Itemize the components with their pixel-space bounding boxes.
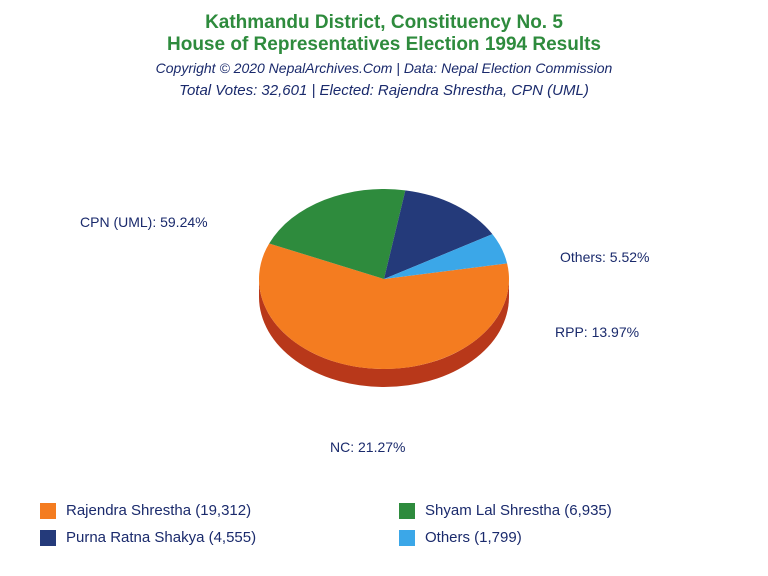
legend-label: Others (1,799) [425,529,522,546]
info-line: Total Votes: 32,601 | Elected: Rajendra … [0,82,768,99]
pie-chart-area: CPN (UML): 59.24% NC: 21.27% RPP: 13.97%… [0,99,768,479]
slice-label-nc: NC: 21.27% [330,439,405,455]
legend-item: Rajendra Shrestha (19,312) [40,502,369,519]
legend-label: Purna Ratna Shakya (4,555) [66,529,256,546]
legend-swatch-icon [40,503,56,519]
legend-swatch-icon [399,503,415,519]
slice-label-rpp: RPP: 13.97% [555,324,639,340]
chart-header: Kathmandu District, Constituency No. 5 H… [0,0,768,99]
pie-chart [254,159,514,419]
title-line-2: House of Representatives Election 1994 R… [0,34,768,56]
legend-label: Rajendra Shrestha (19,312) [66,502,251,519]
legend-item: Others (1,799) [399,529,728,546]
legend-swatch-icon [40,530,56,546]
legend-label: Shyam Lal Shrestha (6,935) [425,502,612,519]
copyright-line: Copyright © 2020 NepalArchives.Com | Dat… [0,60,768,76]
legend-swatch-icon [399,530,415,546]
slice-label-cpn-uml: CPN (UML): 59.24% [80,214,208,230]
legend: Rajendra Shrestha (19,312) Shyam Lal Shr… [40,502,728,546]
legend-item: Purna Ratna Shakya (4,555) [40,529,369,546]
title-line-1: Kathmandu District, Constituency No. 5 [0,12,768,34]
legend-item: Shyam Lal Shrestha (6,935) [399,502,728,519]
slice-label-others: Others: 5.52% [560,249,650,265]
